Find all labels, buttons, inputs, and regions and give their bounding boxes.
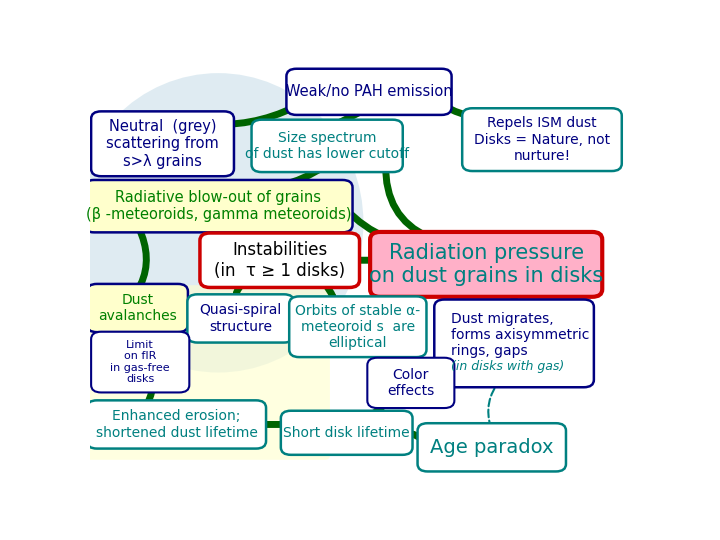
Text: Dust migrates,
forms axisymmetric
rings, gaps: Dust migrates, forms axisymmetric rings,… <box>451 312 590 358</box>
FancyArrowPatch shape <box>323 282 333 296</box>
FancyBboxPatch shape <box>281 411 413 455</box>
Text: Size spectrum
of dust has lower cutoff: Size spectrum of dust has lower cutoff <box>245 131 409 161</box>
Text: Limit
on fIR
in gas-free
disks: Limit on fIR in gas-free disks <box>110 340 170 384</box>
FancyBboxPatch shape <box>84 180 353 232</box>
FancyBboxPatch shape <box>87 400 266 449</box>
Text: Enhanced erosion;
shortened dust lifetime: Enhanced erosion; shortened dust lifetim… <box>96 409 258 440</box>
FancyArrowPatch shape <box>126 326 154 400</box>
FancyBboxPatch shape <box>287 69 451 115</box>
FancyArrowPatch shape <box>282 166 325 185</box>
FancyArrowPatch shape <box>340 109 366 122</box>
FancyBboxPatch shape <box>200 233 359 287</box>
FancyBboxPatch shape <box>91 111 234 176</box>
Text: Neutral  (grey)
scattering from
s>λ grains: Neutral (grey) scattering from s>λ grain… <box>106 119 219 168</box>
FancyBboxPatch shape <box>251 120 402 172</box>
FancyBboxPatch shape <box>187 294 294 342</box>
FancyBboxPatch shape <box>418 423 566 471</box>
Text: Quasi-spiral
structure: Quasi-spiral structure <box>199 303 282 334</box>
FancyBboxPatch shape <box>367 357 454 408</box>
FancyArrowPatch shape <box>413 434 420 437</box>
Text: Instabilities
(in  τ ≥ 1 disks): Instabilities (in τ ≥ 1 disks) <box>214 241 346 280</box>
Ellipse shape <box>73 73 364 373</box>
FancyArrowPatch shape <box>488 381 500 428</box>
FancyBboxPatch shape <box>462 108 622 171</box>
FancyBboxPatch shape <box>84 285 330 460</box>
FancyBboxPatch shape <box>87 284 188 332</box>
Text: (in disks with gas): (in disks with gas) <box>451 360 564 373</box>
FancyArrowPatch shape <box>215 100 307 124</box>
Text: Dust
avalanches: Dust avalanches <box>98 293 177 323</box>
FancyArrowPatch shape <box>386 164 428 237</box>
Text: Repels ISM dust
Disks = Nature, not
nurture!: Repels ISM dust Disks = Nature, not nurt… <box>474 117 610 163</box>
FancyArrowPatch shape <box>369 402 387 416</box>
Text: Short disk lifetime: Short disk lifetime <box>284 426 410 440</box>
Text: Weak/no PAH emission: Weak/no PAH emission <box>286 84 452 99</box>
FancyBboxPatch shape <box>91 332 189 393</box>
FancyArrowPatch shape <box>236 282 244 294</box>
FancyArrowPatch shape <box>139 227 146 284</box>
Text: Radiative blow-out of grains
(β -meteoroids, gamma meteoroids): Radiative blow-out of grains (β -meteoro… <box>86 190 351 222</box>
FancyBboxPatch shape <box>434 300 594 387</box>
FancyArrowPatch shape <box>435 101 489 119</box>
Text: Color
effects: Color effects <box>387 368 434 398</box>
FancyArrowPatch shape <box>345 208 433 245</box>
FancyBboxPatch shape <box>370 232 602 297</box>
Text: Radiation pressure
on dust grains in disks: Radiation pressure on dust grains in dis… <box>369 243 603 286</box>
Text: Orbits of stable α-
meteoroid s  are
elliptical: Orbits of stable α- meteoroid s are elli… <box>295 303 420 350</box>
FancyArrowPatch shape <box>387 352 396 361</box>
Text: Age paradox: Age paradox <box>430 438 554 457</box>
FancyBboxPatch shape <box>289 296 426 357</box>
